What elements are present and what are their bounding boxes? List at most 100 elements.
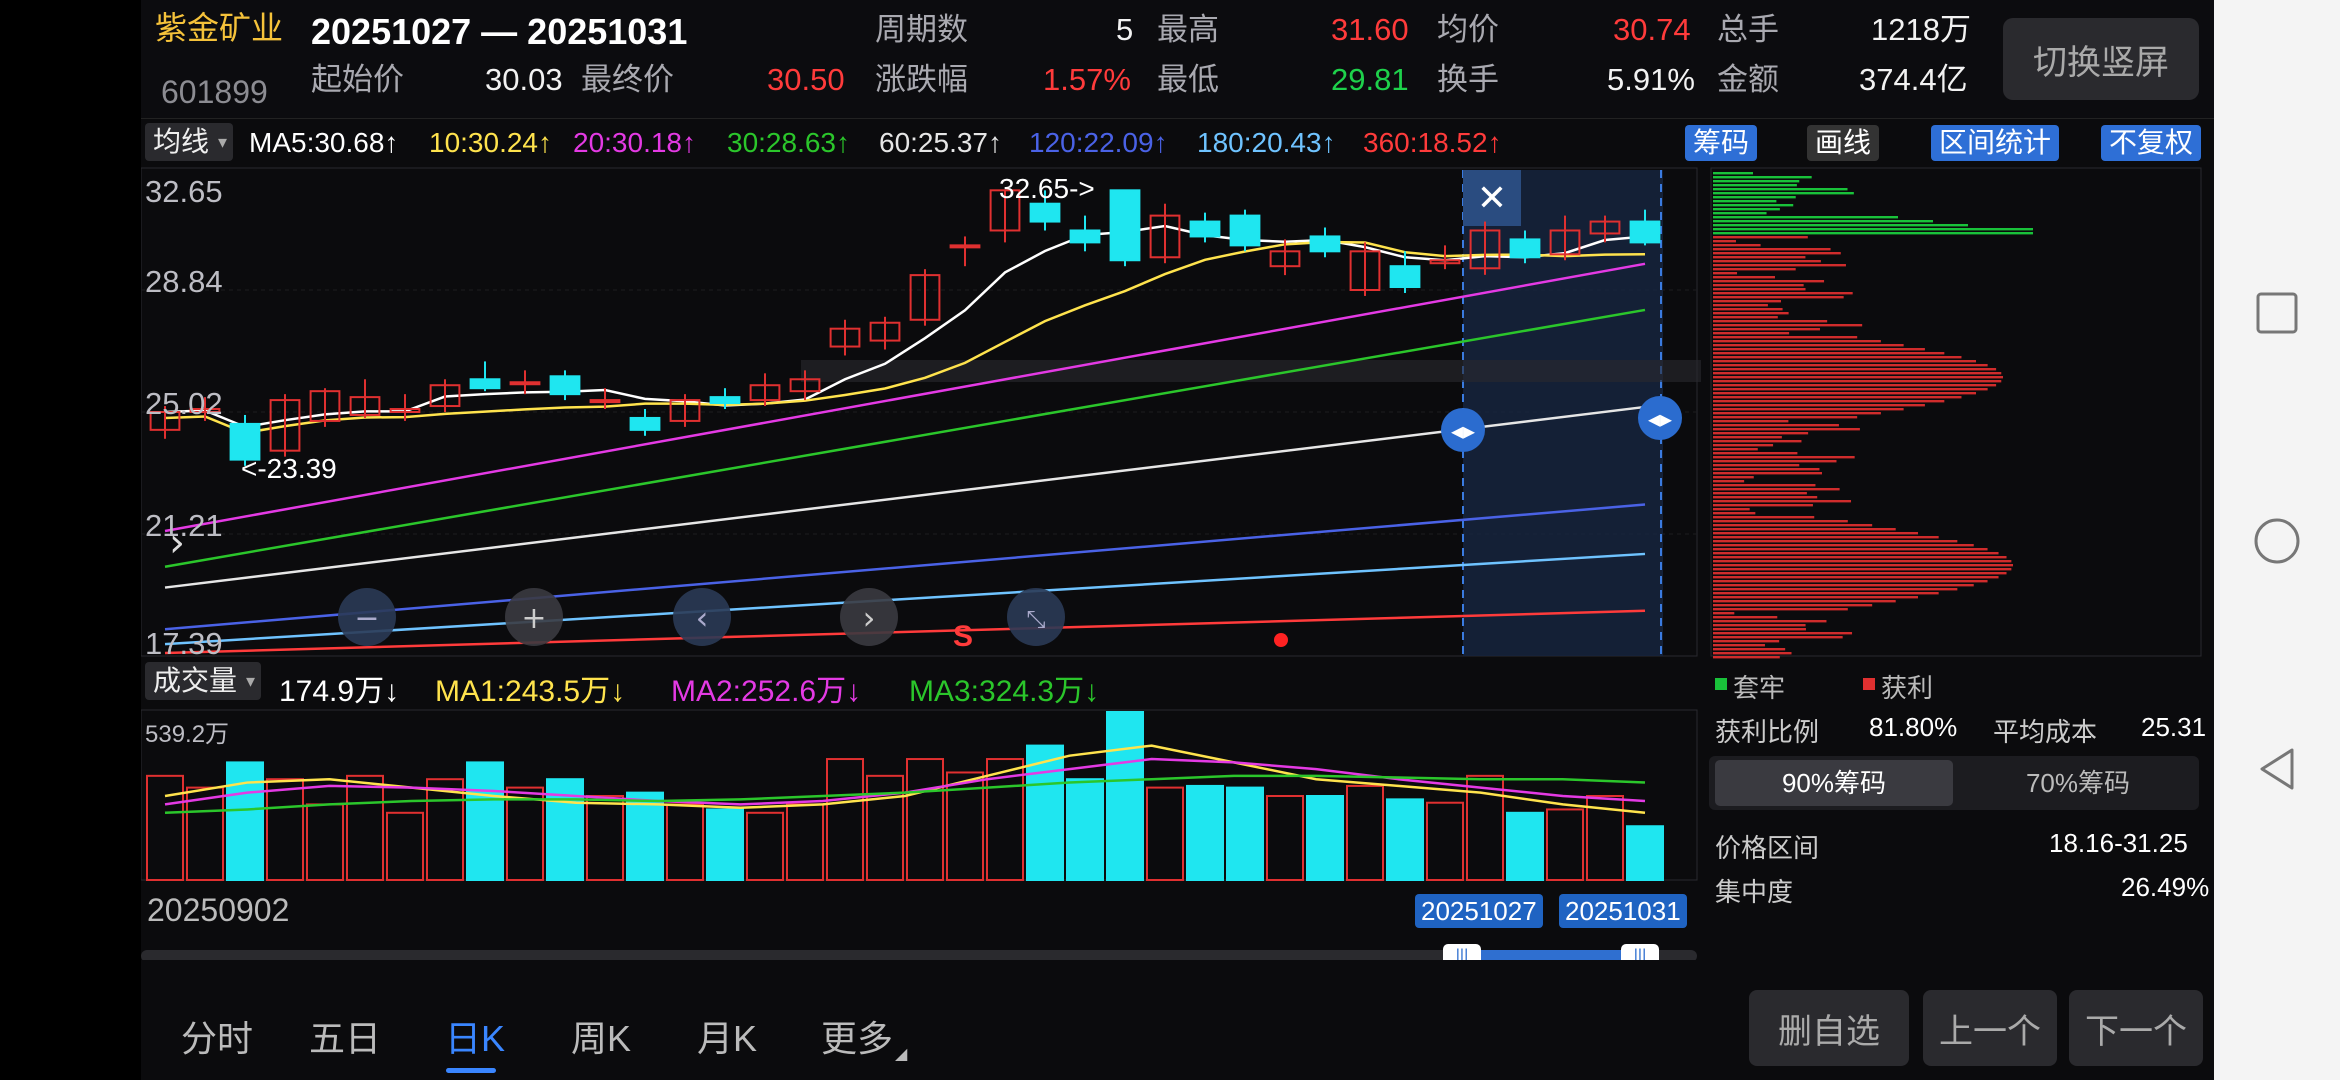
chip-bar <box>1713 448 1758 451</box>
tab-70-chips[interactable]: 70%筹码 <box>2025 768 2131 798</box>
chip-bar <box>1713 460 1837 463</box>
selected-range-overlay[interactable] <box>1463 170 1663 656</box>
chip-bar <box>1713 568 2012 571</box>
chip-bar <box>1713 292 1853 295</box>
candlestick <box>909 269 941 326</box>
volume-max-label: 539.2万 <box>145 721 229 748</box>
chip-bar <box>1713 320 1828 323</box>
range-start-date: 20251027 <box>1415 894 1543 928</box>
indicator-dropdown[interactable]: 均线 ▾ <box>145 123 234 161</box>
close-value: 30.50 <box>767 62 845 97</box>
low-annotation: <-23.39 <box>241 453 337 484</box>
chip-bar <box>1713 304 1768 307</box>
ma30-line <box>164 308 1646 568</box>
price-axis-label: 32.65 <box>145 174 223 209</box>
chip-bar <box>1713 572 2007 575</box>
chip-bar <box>1713 428 1860 431</box>
stock-code: 601899 <box>161 74 268 110</box>
recent-apps-icon[interactable] <box>2252 288 2302 338</box>
chip-bar <box>1713 300 1782 303</box>
volume-bar <box>1466 774 1504 881</box>
volume-bar <box>146 774 184 881</box>
chip-bar <box>1713 484 1816 487</box>
zoom-in-button[interactable]: + <box>505 588 563 646</box>
chip-bar <box>1713 360 1977 363</box>
ma30-value: 30:28.63↑ <box>727 127 850 158</box>
tab-intraday[interactable]: 分时 <box>181 1018 254 1059</box>
chip-bar <box>1713 468 1820 471</box>
chip-bar <box>1713 408 1904 411</box>
tab-more[interactable]: 更多 <box>821 1018 894 1059</box>
draw-line-button[interactable]: 画线 <box>1807 125 1880 161</box>
close-icon: ✕ <box>1477 178 1507 219</box>
sell-signal: S <box>953 620 973 653</box>
home-icon[interactable] <box>2252 516 2302 566</box>
no-adjust-button[interactable]: 不复权 <box>2101 125 2202 161</box>
chip-bar <box>1713 276 1775 279</box>
minus-icon: − <box>354 601 379 636</box>
switch-portrait-button[interactable]: 切换竖屏 <box>2003 18 2199 100</box>
range-right-handle[interactable]: ◂▸ <box>1638 396 1682 440</box>
price-axis-label: 21.21 <box>145 508 223 543</box>
chip-bar <box>1713 500 1852 503</box>
candlestick <box>509 370 541 395</box>
volume-label: 总手 <box>1717 12 1779 47</box>
candlestick <box>789 370 821 401</box>
chip-bar <box>1713 440 1802 443</box>
close-range-button[interactable] <box>1463 170 1521 226</box>
zoom-out-button[interactable]: − <box>338 588 396 646</box>
chip-bar <box>1713 368 1997 371</box>
chip-bar <box>1713 316 1778 319</box>
previous-stock-button[interactable]: 上一个 <box>1923 990 2057 1066</box>
date-range: 20251027 — 20251031 <box>311 11 688 52</box>
avg-value: 30.74 <box>1613 12 1691 47</box>
chip-bar <box>1713 396 1962 399</box>
volume-chart[interactable]: 539.2万 <box>141 709 1701 882</box>
chip-bar <box>1713 352 1945 355</box>
active-tab-underline <box>446 1068 496 1073</box>
trapped-legend-square <box>1715 678 1727 690</box>
stock-name: 紫金矿业 <box>155 10 284 46</box>
volume-bar <box>1426 801 1464 881</box>
price-axis-label: 28.84 <box>145 264 223 299</box>
candlestick <box>749 373 781 407</box>
concentration-value: 26.49% <box>2121 872 2210 902</box>
volume-ma2: MA2:252.6万↓ <box>671 675 862 708</box>
volume-bar <box>1546 808 1584 881</box>
chevron-right-icon[interactable]: › <box>169 520 185 566</box>
tab-five-day[interactable]: 五日 <box>309 1018 382 1059</box>
tab-weekly-k[interactable]: 周K <box>571 1018 632 1059</box>
chip-bar <box>1713 244 1761 247</box>
back-icon[interactable] <box>2252 744 2302 794</box>
compress-button[interactable]: ⤡ <box>1007 588 1065 646</box>
chip-bar <box>1713 212 1767 215</box>
volume-indicator-dropdown[interactable]: 成交量 ▾ <box>145 662 262 700</box>
time-slider-track[interactable] <box>141 950 1697 962</box>
volume-bar <box>1346 784 1384 881</box>
remove-watchlist-button[interactable]: 删自选 <box>1749 990 1909 1066</box>
indicator-dropdown-label: 均线 <box>153 126 210 157</box>
price-chart[interactable]: ✕ ◂▸ ◂▸ 32.65 28.84 25.02 21.21 17.39 32… <box>141 167 1701 661</box>
summary-header: 紫金矿业 601899 20251027 — 20251031 起始价 30.0… <box>141 0 2214 118</box>
chip-bar <box>1713 504 1813 507</box>
chip-bar <box>1713 648 1786 651</box>
volume-bar <box>426 778 464 881</box>
range-left-handle[interactable]: ◂▸ <box>1441 408 1485 452</box>
turnover-value: 5.91% <box>1607 62 1695 97</box>
scroll-left-button[interactable]: ‹ <box>673 588 731 646</box>
chip-bar <box>1713 340 1881 343</box>
range-stats-button[interactable]: 区间统计 <box>1931 125 2060 161</box>
scroll-right-button[interactable]: › <box>840 588 898 646</box>
chip-bar <box>1713 600 1896 603</box>
tab-monthly-k[interactable]: 月K <box>697 1018 758 1059</box>
tab-daily-k[interactable]: 日K <box>445 1018 506 1059</box>
chips-button[interactable]: 筹码 <box>1685 125 1758 161</box>
profit-ratio-label: 获利比例 <box>1715 717 1820 747</box>
volume-bar <box>1626 825 1664 881</box>
candlestick <box>669 394 701 427</box>
tab-90-chips[interactable]: 90%筹码 <box>1715 760 1953 806</box>
chip-bar <box>1713 200 1777 203</box>
candlestick <box>549 370 581 401</box>
next-stock-button[interactable]: 下一个 <box>2069 990 2203 1066</box>
chip-bar <box>1713 280 1825 283</box>
